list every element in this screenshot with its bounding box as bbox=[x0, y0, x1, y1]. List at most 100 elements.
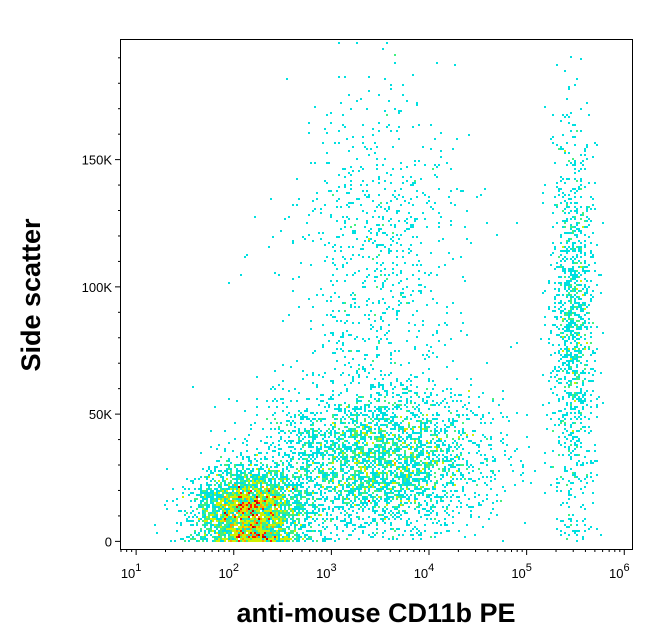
event-dot bbox=[216, 502, 218, 504]
event-dot bbox=[570, 284, 572, 286]
event-dot bbox=[570, 354, 572, 356]
event-dot bbox=[376, 400, 378, 402]
event-dot bbox=[402, 196, 404, 198]
event-dot bbox=[298, 512, 300, 514]
event-dot bbox=[564, 282, 566, 284]
event-dot bbox=[574, 400, 576, 402]
event-dot bbox=[434, 462, 436, 464]
event-dot bbox=[256, 460, 258, 462]
event-dot bbox=[338, 428, 340, 430]
event-dot bbox=[254, 520, 256, 522]
event-dot bbox=[582, 372, 584, 374]
event-dot bbox=[384, 444, 386, 446]
event-dot bbox=[360, 480, 362, 482]
event-dot bbox=[228, 504, 230, 506]
event-dot bbox=[502, 540, 504, 542]
event-dot bbox=[384, 268, 386, 270]
event-dot bbox=[566, 414, 568, 416]
event-dot bbox=[550, 466, 552, 468]
event-dot bbox=[308, 522, 310, 524]
event-dot bbox=[336, 320, 338, 322]
event-dot bbox=[242, 496, 244, 498]
event-dot bbox=[428, 378, 430, 380]
event-dot bbox=[484, 188, 486, 190]
event-dot bbox=[312, 352, 314, 354]
event-dot bbox=[382, 224, 384, 226]
event-dot bbox=[292, 440, 294, 442]
event-dot bbox=[412, 126, 414, 128]
event-dot bbox=[576, 540, 578, 542]
event-dot bbox=[550, 376, 552, 378]
event-dot bbox=[264, 488, 266, 490]
event-dot bbox=[270, 388, 272, 390]
event-dot bbox=[348, 498, 350, 500]
event-dot bbox=[474, 496, 476, 498]
event-dot bbox=[580, 168, 582, 170]
event-dot bbox=[400, 444, 402, 446]
event-dot bbox=[444, 432, 446, 434]
event-dot bbox=[398, 446, 400, 448]
event-dot bbox=[372, 486, 374, 488]
event-dot bbox=[222, 488, 224, 490]
event-dot bbox=[232, 530, 234, 532]
event-dot bbox=[206, 478, 208, 480]
event-dot bbox=[328, 340, 330, 342]
event-dot bbox=[354, 452, 356, 454]
event-dot bbox=[390, 174, 392, 176]
event-dot bbox=[338, 436, 340, 438]
event-dot bbox=[258, 452, 260, 454]
event-dot bbox=[362, 136, 364, 138]
event-dot bbox=[314, 530, 316, 532]
event-dot bbox=[550, 484, 552, 486]
event-dot bbox=[468, 506, 470, 508]
event-dot bbox=[316, 436, 318, 438]
event-dot bbox=[362, 368, 364, 370]
event-dot bbox=[336, 418, 338, 420]
event-dot bbox=[380, 374, 382, 376]
event-dot bbox=[326, 440, 328, 442]
event-dot bbox=[352, 358, 354, 360]
event-dot bbox=[346, 538, 348, 540]
event-dot bbox=[258, 472, 260, 474]
event-dot bbox=[348, 502, 350, 504]
event-dot bbox=[240, 524, 242, 526]
event-dot bbox=[424, 524, 426, 526]
event-dot bbox=[400, 422, 402, 424]
event-dot bbox=[300, 536, 302, 538]
event-dot bbox=[596, 326, 598, 328]
event-dot bbox=[376, 474, 378, 476]
event-dot bbox=[372, 448, 374, 450]
event-dot bbox=[358, 518, 360, 520]
event-dot bbox=[428, 350, 430, 352]
event-dot bbox=[420, 426, 422, 428]
event-dot bbox=[286, 520, 288, 522]
event-dot bbox=[226, 512, 228, 514]
event-dot bbox=[360, 452, 362, 454]
event-dot bbox=[576, 446, 578, 448]
event-dot bbox=[386, 496, 388, 498]
event-dot bbox=[242, 484, 244, 486]
event-dot bbox=[252, 510, 254, 512]
event-dot bbox=[562, 250, 564, 252]
event-dot bbox=[442, 450, 444, 452]
event-dot bbox=[414, 508, 416, 510]
event-dot bbox=[240, 484, 242, 486]
event-dot bbox=[236, 490, 238, 492]
event-dot bbox=[358, 476, 360, 478]
event-dot bbox=[590, 476, 592, 478]
event-dot bbox=[570, 198, 572, 200]
event-dot bbox=[376, 244, 378, 246]
event-dot bbox=[394, 224, 396, 226]
event-dot bbox=[400, 270, 402, 272]
event-dot bbox=[178, 510, 180, 512]
event-dot bbox=[510, 464, 512, 466]
event-dot bbox=[356, 462, 358, 464]
event-dot bbox=[266, 496, 268, 498]
event-dot bbox=[364, 470, 366, 472]
event-dot bbox=[584, 394, 586, 396]
event-dot bbox=[348, 448, 350, 450]
event-dot bbox=[276, 494, 278, 496]
event-dot bbox=[322, 526, 324, 528]
event-dot bbox=[228, 532, 230, 534]
event-dot bbox=[408, 202, 410, 204]
